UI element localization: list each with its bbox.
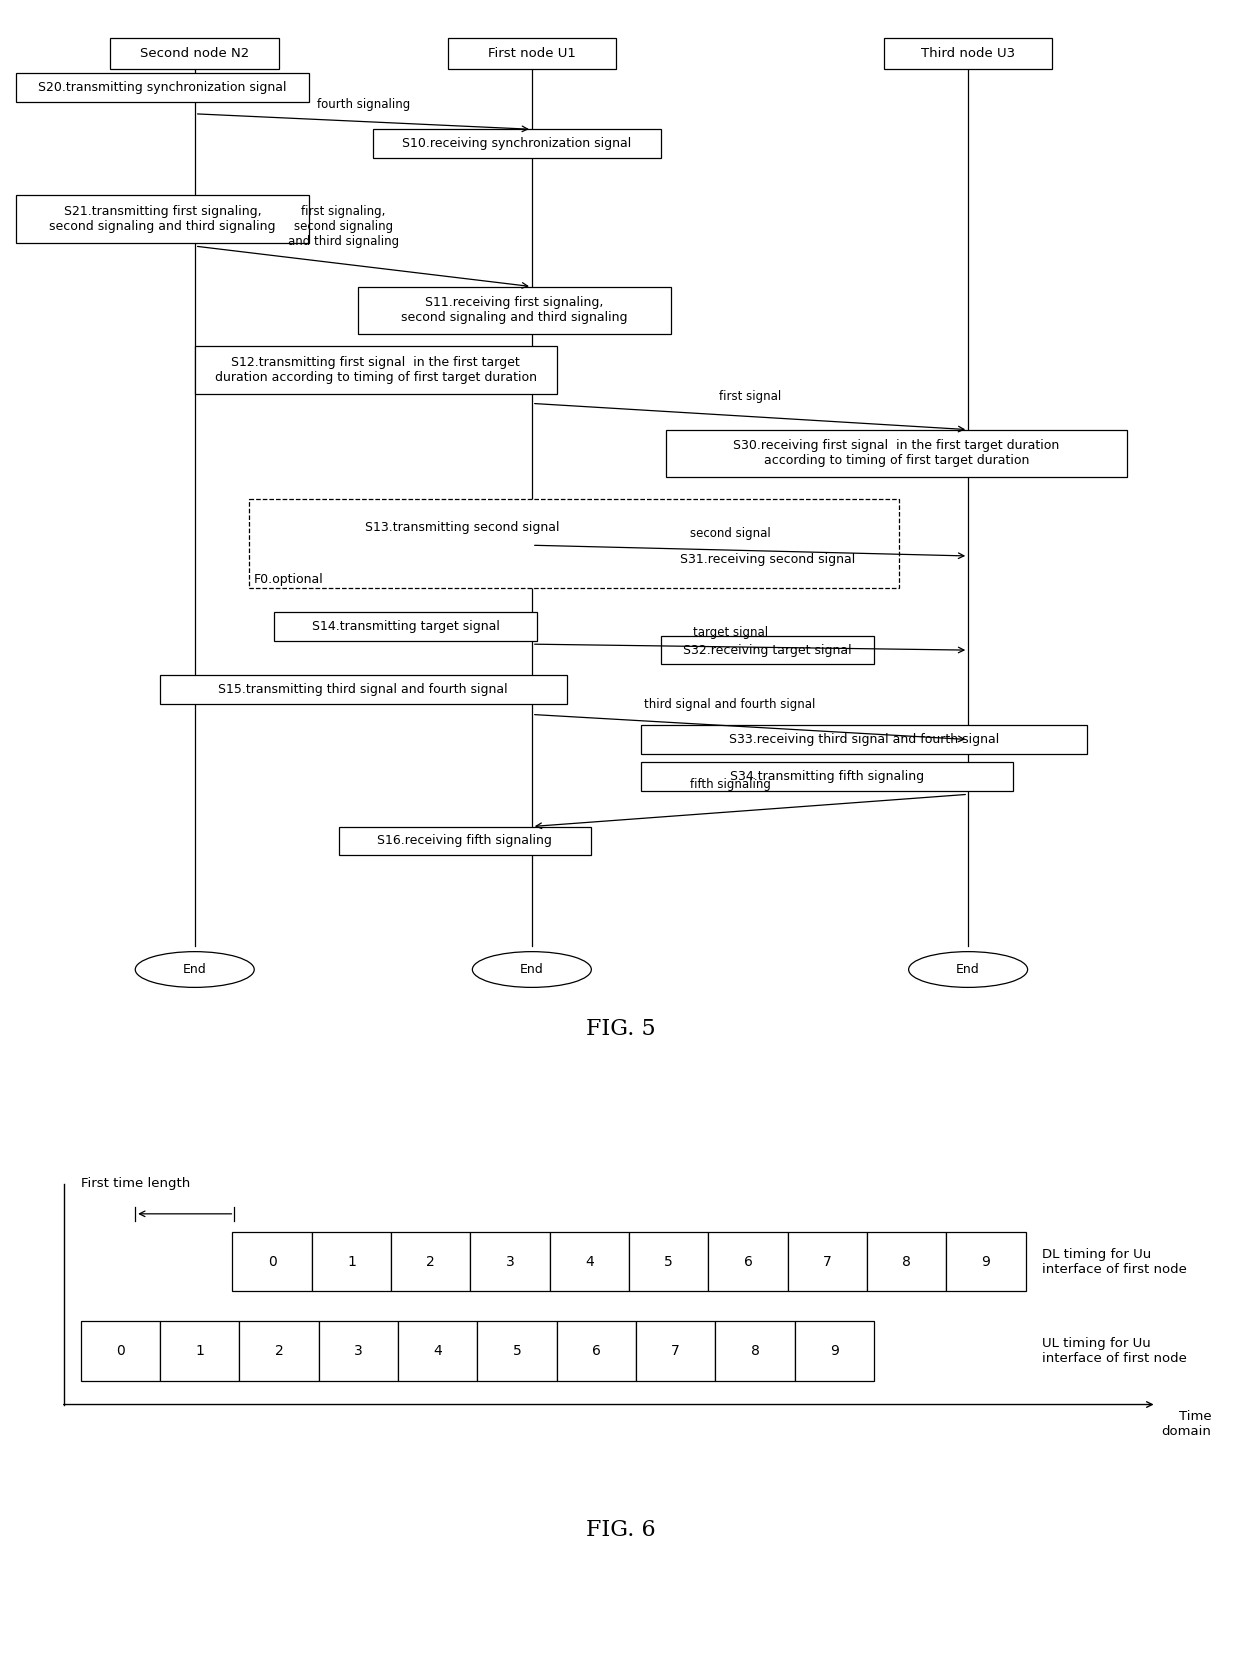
Text: first signaling,
second signaling
and third signaling: first signaling, second signaling and th… bbox=[288, 205, 399, 248]
Bar bbox=[311, 1231, 391, 1291]
Text: Second node N2: Second node N2 bbox=[140, 46, 249, 60]
Text: 3: 3 bbox=[353, 1344, 363, 1357]
Bar bbox=[661, 545, 874, 574]
Text: fourth signaling: fourth signaling bbox=[316, 99, 410, 111]
Bar bbox=[398, 1321, 477, 1380]
Bar bbox=[549, 1231, 629, 1291]
Text: S20.transmitting synchronization signal: S20.transmitting synchronization signal bbox=[38, 81, 286, 94]
Text: target signal: target signal bbox=[693, 626, 768, 640]
Ellipse shape bbox=[135, 952, 254, 987]
Bar bbox=[787, 1231, 867, 1291]
Text: 4: 4 bbox=[433, 1344, 441, 1357]
Text: S15.transmitting third signal and fourth signal: S15.transmitting third signal and fourth… bbox=[218, 683, 508, 696]
Text: 6: 6 bbox=[744, 1255, 753, 1268]
Text: Third node U3: Third node U3 bbox=[921, 46, 1016, 60]
Text: 1: 1 bbox=[195, 1344, 205, 1357]
Bar bbox=[946, 1231, 1025, 1291]
Bar bbox=[274, 612, 537, 641]
Text: 4: 4 bbox=[585, 1255, 594, 1268]
Bar bbox=[391, 1231, 470, 1291]
Text: S11.receiving first signaling,
second signaling and third signaling: S11.receiving first signaling, second si… bbox=[402, 296, 627, 324]
Bar bbox=[629, 1231, 708, 1291]
Bar bbox=[641, 726, 1087, 754]
Text: 5: 5 bbox=[665, 1255, 673, 1268]
Text: S31.receiving second signal: S31.receiving second signal bbox=[680, 554, 854, 565]
Text: 0: 0 bbox=[117, 1344, 125, 1357]
Text: 8: 8 bbox=[750, 1344, 759, 1357]
Text: End: End bbox=[956, 964, 980, 975]
Bar bbox=[81, 1321, 160, 1380]
Text: S10.receiving synchronization signal: S10.receiving synchronization signal bbox=[402, 137, 631, 150]
Ellipse shape bbox=[909, 952, 1028, 987]
Text: DL timing for Uu
interface of first node: DL timing for Uu interface of first node bbox=[1043, 1248, 1188, 1276]
Bar bbox=[795, 1321, 874, 1380]
Bar bbox=[358, 286, 671, 334]
Bar bbox=[339, 826, 591, 855]
Text: 3: 3 bbox=[506, 1255, 515, 1268]
Text: End: End bbox=[520, 964, 543, 975]
Bar bbox=[16, 73, 309, 102]
Bar bbox=[448, 38, 616, 68]
Text: S30.receiving first signal  in the first target duration
according to timing of : S30.receiving first signal in the first … bbox=[733, 440, 1059, 468]
Bar bbox=[477, 1321, 557, 1380]
Text: 8: 8 bbox=[903, 1255, 911, 1268]
Text: 0: 0 bbox=[268, 1255, 277, 1268]
Text: 6: 6 bbox=[591, 1344, 600, 1357]
Text: UL timing for Uu
interface of first node: UL timing for Uu interface of first node bbox=[1043, 1337, 1188, 1365]
Ellipse shape bbox=[472, 952, 591, 987]
Text: third signal and fourth signal: third signal and fourth signal bbox=[645, 698, 816, 711]
Text: 9: 9 bbox=[982, 1255, 991, 1268]
Text: End: End bbox=[182, 964, 207, 975]
Text: S16.receiving fifth signaling: S16.receiving fifth signaling bbox=[377, 835, 552, 848]
Text: F0.optional: F0.optional bbox=[254, 572, 324, 585]
Text: S13.transmitting second signal: S13.transmitting second signal bbox=[366, 521, 559, 534]
Text: FIG. 5: FIG. 5 bbox=[587, 1018, 656, 1040]
Bar bbox=[319, 1321, 398, 1380]
Text: 2: 2 bbox=[274, 1344, 284, 1357]
Bar bbox=[232, 1231, 311, 1291]
Text: S34.transmitting fifth signaling: S34.transmitting fifth signaling bbox=[730, 770, 924, 784]
Bar bbox=[661, 636, 874, 665]
Bar bbox=[884, 38, 1053, 68]
Text: S32.receiving target signal: S32.receiving target signal bbox=[683, 643, 852, 656]
Text: S12.transmitting first signal  in the first target
duration according to timing : S12.transmitting first signal in the fir… bbox=[215, 355, 537, 383]
Text: S14.transmitting target signal: S14.transmitting target signal bbox=[311, 620, 500, 633]
Bar bbox=[160, 1321, 239, 1380]
Text: fifth signaling: fifth signaling bbox=[689, 779, 770, 790]
Bar bbox=[348, 512, 577, 542]
Bar bbox=[557, 1321, 636, 1380]
Bar bbox=[373, 129, 661, 159]
Text: 1: 1 bbox=[347, 1255, 356, 1268]
Bar bbox=[636, 1321, 715, 1380]
Bar bbox=[867, 1231, 946, 1291]
Bar bbox=[715, 1321, 795, 1380]
Text: Time
domain: Time domain bbox=[1162, 1410, 1211, 1438]
Text: First time length: First time length bbox=[81, 1177, 190, 1190]
Text: First node U1: First node U1 bbox=[487, 46, 575, 60]
Text: 7: 7 bbox=[823, 1255, 832, 1268]
Bar bbox=[666, 430, 1127, 478]
Bar bbox=[239, 1321, 319, 1380]
Bar bbox=[195, 345, 557, 393]
Bar bbox=[110, 38, 279, 68]
Text: 2: 2 bbox=[427, 1255, 435, 1268]
Text: 5: 5 bbox=[512, 1344, 521, 1357]
Bar bbox=[470, 1231, 549, 1291]
Text: first signal: first signal bbox=[719, 390, 781, 403]
Text: S21.transmitting first signaling,
second signaling and third signaling: S21.transmitting first signaling, second… bbox=[50, 205, 275, 233]
Text: second signal: second signal bbox=[689, 527, 770, 541]
Text: S33.receiving third signal and fourth signal: S33.receiving third signal and fourth si… bbox=[729, 732, 999, 746]
Text: FIG. 6: FIG. 6 bbox=[587, 1519, 656, 1541]
Bar bbox=[16, 195, 309, 243]
Text: 9: 9 bbox=[830, 1344, 838, 1357]
Bar bbox=[249, 499, 899, 588]
Bar bbox=[641, 762, 1013, 790]
Bar bbox=[708, 1231, 787, 1291]
Text: 7: 7 bbox=[671, 1344, 680, 1357]
Bar bbox=[160, 674, 567, 704]
